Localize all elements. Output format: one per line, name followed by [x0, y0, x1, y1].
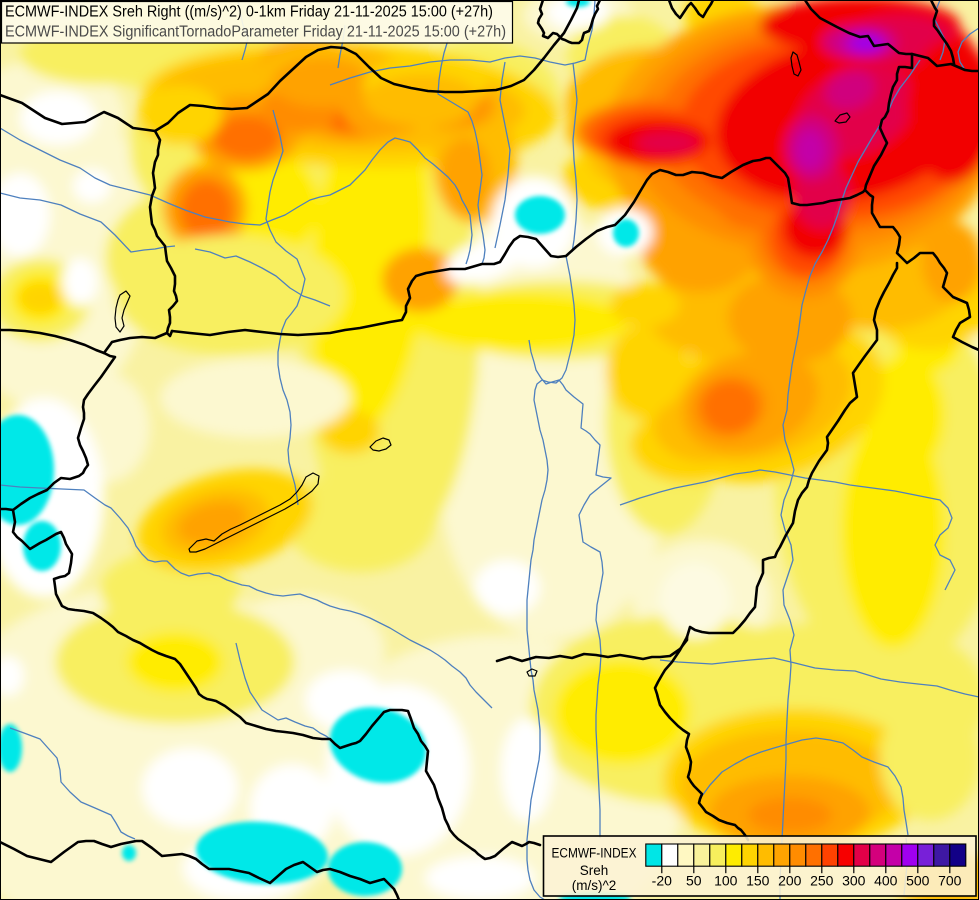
svg-text:250: 250 — [810, 873, 834, 889]
svg-text:400: 400 — [874, 873, 898, 889]
svg-text:500: 500 — [906, 873, 930, 889]
svg-text:ECMWF-INDEX: ECMWF-INDEX — [552, 846, 637, 861]
svg-text:(m/s)^2: (m/s)^2 — [572, 878, 617, 893]
svg-text:-20: -20 — [652, 873, 672, 889]
svg-text:700: 700 — [938, 873, 962, 889]
svg-text:50: 50 — [686, 873, 702, 889]
svg-text:Sreh: Sreh — [580, 863, 609, 878]
svg-text:ECMWF-INDEX SignificantTornado: ECMWF-INDEX SignificantTornadoParameter … — [5, 24, 506, 41]
svg-text:100: 100 — [714, 873, 738, 889]
svg-text:200: 200 — [778, 873, 802, 889]
svg-text:300: 300 — [842, 873, 866, 889]
svg-text:ECMWF-INDEX Sreh Right ((m/s)^: ECMWF-INDEX Sreh Right ((m/s)^2) 0-1km F… — [5, 4, 493, 21]
svg-text:150: 150 — [746, 873, 770, 889]
